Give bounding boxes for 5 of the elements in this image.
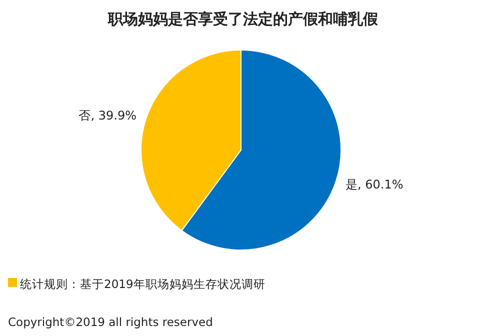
slice-label: 是, 60.1% <box>346 177 404 192</box>
chart-title: 职场妈妈是否享受了法定的产假和哺乳假 <box>107 10 379 28</box>
slice-label: 否, 39.9% <box>78 108 136 123</box>
text: 统计规则：基于2019年职场妈妈生存状况调研 <box>20 277 266 291</box>
text: Copyright©2019 all rights reserved <box>8 315 213 329</box>
